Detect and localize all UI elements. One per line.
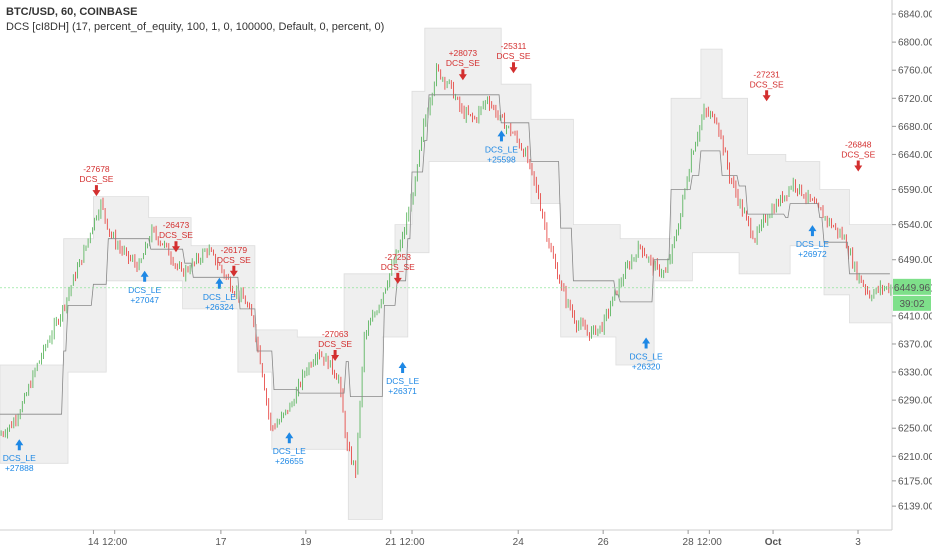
long-signal-arrow: [642, 337, 651, 349]
candles: [0, 63, 892, 478]
short-signal-value: -26179: [221, 245, 248, 255]
long-signal-label: DCS_LE: [630, 351, 663, 361]
long-signal-label: DCS_LE: [273, 446, 306, 456]
short-signal-label: DCS_SE: [381, 262, 415, 272]
short-signal-arrow: [229, 265, 238, 277]
long-signal-value: +26972: [798, 249, 827, 259]
long-signal-arrow: [15, 439, 24, 451]
y-tick-label: 6370.00: [898, 339, 932, 350]
short-signal-value: -27678: [83, 164, 110, 174]
long-signal-arrow: [497, 130, 506, 142]
y-tick-label: 6290.00: [898, 396, 932, 407]
channel-band: [0, 27, 893, 520]
short-signal-arrow: [458, 69, 467, 81]
long-signal-arrow: [215, 277, 224, 289]
y-tick-label: 6640.00: [898, 150, 932, 161]
short-signal-arrow: [171, 241, 180, 253]
long-signal-value: +27047: [130, 295, 159, 305]
long-signal-label: DCS_LE: [3, 453, 36, 463]
long-signal-label: DCS_LE: [128, 285, 161, 295]
time-axis: 14 12:00 17 19 21 12:00 24 26 28 12:00 Oct 3: [88, 530, 861, 548]
x-tick-label: 12:00: [400, 537, 425, 548]
x-tick-label: 24: [513, 537, 525, 548]
short-signal-arrow: [92, 185, 101, 197]
long-signal-label: DCS_LE: [485, 144, 518, 154]
long-signal-arrow: [140, 270, 149, 282]
y-tick-label: 6330.00: [898, 368, 932, 379]
y-tick-label: 6760.00: [898, 66, 932, 77]
indicator-legend[interactable]: DCS [cI8DH] (17, percent_of_equity, 100,…: [6, 21, 385, 33]
long-signal-value: +26320: [632, 361, 661, 371]
short-signal-label: DCS_SE: [159, 230, 193, 240]
short-signal-label: DCS_SE: [841, 149, 875, 159]
price-badge-value: 6449.96: [894, 283, 931, 294]
y-tick-label: 6410.00: [898, 311, 932, 322]
long-signal-arrow: [398, 362, 407, 374]
long-signal-label: DCS_LE: [386, 376, 419, 386]
long-signal-arrow: [808, 225, 817, 237]
short-signal-label: DCS_SE: [446, 58, 480, 68]
long-signal-label: DCS_LE: [203, 292, 236, 302]
y-tick-label: 6490.00: [898, 255, 932, 266]
x-tick-label: 21: [385, 537, 397, 548]
long-signal-value: +26371: [388, 386, 417, 396]
countdown-bg: [893, 295, 931, 311]
short-signal-label: DCS_SE: [318, 339, 352, 349]
channel-midline: [0, 94, 890, 415]
y-tick-label: 6720.00: [898, 94, 932, 105]
short-signal-value: -27063: [322, 329, 349, 339]
x-tick-label: 26: [598, 537, 610, 548]
short-signal-arrow: [331, 350, 340, 362]
short-signal-value: -26848: [845, 139, 872, 149]
y-tick-label: 6250.00: [898, 424, 932, 435]
short-signal-label: DCS_SE: [496, 51, 530, 61]
trade-signals: DCS_LE+27888-27678DCS_SEDCS_LE+27047-264…: [3, 41, 876, 473]
donchian-channel: [0, 27, 893, 520]
long-signal-value: +26324: [205, 302, 234, 312]
countdown-value: 39:02: [899, 299, 924, 310]
y-tick-label: 6590.00: [898, 185, 932, 196]
long-signal-value: +26655: [275, 456, 304, 466]
symbol-title: BTC/USD, 60, COINBASE: [6, 6, 138, 18]
short-signal-value: -27253: [385, 252, 412, 262]
short-signal-label: DCS_SE: [79, 174, 113, 184]
short-signal-value: -26473: [163, 220, 190, 230]
long-signal-value: +25598: [487, 154, 516, 164]
x-tick-label: 12:00: [102, 537, 127, 548]
short-signal-value: +28073: [449, 48, 478, 58]
long-signal-arrow: [285, 432, 294, 444]
short-signal-arrow: [509, 62, 518, 74]
x-tick-label: 14: [88, 537, 100, 548]
x-tick-label: Oct: [765, 537, 782, 548]
y-tick-label: 6210.00: [898, 452, 932, 463]
x-tick-label: 19: [300, 537, 312, 548]
y-tick-label: 6680.00: [898, 122, 932, 133]
x-tick-label: 3: [855, 537, 861, 548]
y-tick-label: 6139.00: [898, 502, 932, 513]
price-axis: 6840.00 6800.00 6760.00 6720.00 6680.00 6640.…: [892, 10, 932, 513]
short-signal-value: -27231: [753, 69, 780, 79]
x-tick-label: 12:00: [697, 537, 722, 548]
y-tick-label: 6800.00: [898, 38, 932, 49]
x-tick-label: 17: [215, 537, 227, 548]
short-signal-label: DCS_SE: [217, 255, 251, 265]
short-signal-label: DCS_SE: [750, 79, 784, 89]
x-tick-label: 28: [683, 537, 695, 548]
long-signal-value: +27888: [5, 463, 34, 473]
y-tick-label: 6540.00: [898, 220, 932, 231]
midline-path: [0, 94, 890, 415]
price-badge: 6449.96 39:02: [0, 278, 931, 311]
short-signal-arrow: [762, 90, 771, 102]
y-tick-label: 6175.00: [898, 476, 932, 487]
short-signal-arrow: [393, 272, 402, 284]
long-signal-label: DCS_LE: [796, 239, 829, 249]
short-signal-arrow: [854, 160, 863, 172]
y-tick-label: 6840.00: [898, 10, 932, 21]
short-signal-value: -25311: [501, 41, 527, 51]
price-badge-bg: [893, 278, 931, 295]
